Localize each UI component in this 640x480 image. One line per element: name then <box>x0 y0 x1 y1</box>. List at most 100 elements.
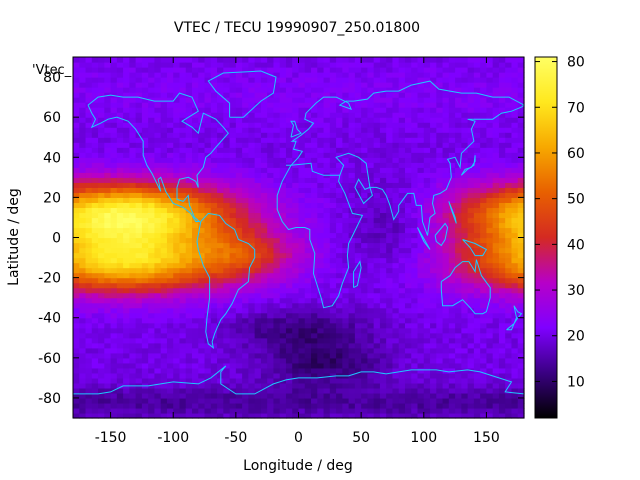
heatmap-cell <box>110 67 118 73</box>
heatmap-cell <box>436 197 444 203</box>
heatmap-cell <box>73 317 80 324</box>
heatmap-cell <box>129 397 137 404</box>
heatmap-cell <box>411 217 419 224</box>
heatmap-cell <box>298 377 306 384</box>
heatmap-cell <box>73 187 80 193</box>
heatmap-cell <box>467 142 475 148</box>
heatmap-cell <box>417 117 425 123</box>
heatmap-cell <box>379 87 387 93</box>
heatmap-cell <box>298 192 306 198</box>
heatmap-cell <box>467 217 475 224</box>
heatmap-cell <box>267 102 275 108</box>
heatmap-cell <box>135 187 143 193</box>
heatmap-cell <box>110 172 118 178</box>
heatmap-cell <box>392 127 400 133</box>
heatmap-cell <box>367 152 375 158</box>
heatmap-cell <box>185 297 193 304</box>
heatmap-cell <box>98 302 105 309</box>
heatmap-cell <box>248 117 256 123</box>
heatmap-cell <box>242 212 249 219</box>
heatmap-cell <box>79 262 87 269</box>
heatmap-cell <box>166 262 174 269</box>
heatmap-cell <box>386 222 394 229</box>
heatmap-cell <box>273 92 281 98</box>
heatmap-cell <box>160 312 168 319</box>
heatmap-cell <box>348 372 356 379</box>
heatmap-cell <box>141 312 149 319</box>
heatmap-cell <box>273 227 281 234</box>
heatmap-cell <box>367 307 375 314</box>
heatmap-cell <box>404 337 412 344</box>
heatmap-cell <box>116 92 124 98</box>
heatmap-cell <box>492 57 500 63</box>
heatmap-cell <box>285 147 293 153</box>
heatmap-cell <box>210 352 218 359</box>
heatmap-cell <box>480 402 488 409</box>
heatmap-cell <box>304 152 312 158</box>
heatmap-cell <box>210 162 218 168</box>
heatmap-cell <box>267 257 275 264</box>
heatmap-cell <box>110 122 118 128</box>
heatmap-cell <box>317 402 325 409</box>
heatmap-cell <box>279 172 287 178</box>
heatmap-cell <box>217 397 224 404</box>
heatmap-cell <box>79 217 87 224</box>
heatmap-cell <box>104 227 112 234</box>
heatmap-cell <box>367 262 375 269</box>
heatmap-cell <box>498 72 506 78</box>
heatmap-cell <box>505 307 513 314</box>
heatmap-cell <box>492 217 500 224</box>
heatmap-cell <box>498 147 506 153</box>
heatmap-cell <box>223 187 231 193</box>
heatmap-cell <box>148 177 156 183</box>
heatmap-cell <box>392 292 400 299</box>
heatmap-cell <box>379 357 387 364</box>
heatmap-cell <box>229 337 237 344</box>
heatmap-cell <box>467 352 475 359</box>
heatmap-cell <box>98 102 105 108</box>
heatmap-cell <box>141 72 149 78</box>
heatmap-cell <box>323 272 331 279</box>
heatmap-cell <box>267 152 275 158</box>
heatmap-cell <box>154 297 162 304</box>
heatmap-cell <box>217 277 224 284</box>
heatmap-cell <box>279 87 287 93</box>
heatmap-cell <box>229 187 237 193</box>
heatmap-cell <box>336 127 343 133</box>
heatmap-cell <box>123 342 130 349</box>
heatmap-cell <box>185 382 193 389</box>
heatmap-cell <box>354 267 362 274</box>
heatmap-cell <box>185 377 193 384</box>
heatmap-cell <box>179 152 187 158</box>
heatmap-cell <box>123 192 130 198</box>
heatmap-cell <box>442 92 450 98</box>
heatmap-cell <box>235 232 243 239</box>
heatmap-cell <box>85 277 93 284</box>
heatmap-cell <box>198 207 206 214</box>
heatmap-cell <box>311 337 318 344</box>
heatmap-cell <box>79 332 87 339</box>
heatmap-cell <box>292 377 300 384</box>
heatmap-cell <box>91 382 99 389</box>
heatmap-cell <box>98 252 105 259</box>
heatmap-cell <box>129 347 137 354</box>
heatmap-cell <box>210 122 218 128</box>
heatmap-cell <box>166 402 174 409</box>
heatmap-cell <box>292 222 300 229</box>
heatmap-cell <box>467 342 475 349</box>
heatmap-cell <box>154 227 162 234</box>
heatmap-cell <box>166 357 174 364</box>
heatmap-cell <box>373 372 381 379</box>
heatmap-cell <box>110 92 118 98</box>
heatmap-cell <box>267 267 275 274</box>
heatmap-cell <box>436 212 444 219</box>
heatmap-cell <box>404 97 412 103</box>
heatmap-cell <box>116 287 124 294</box>
heatmap-cell <box>304 212 312 219</box>
heatmap-cell <box>185 177 193 183</box>
heatmap-cell <box>304 107 312 113</box>
heatmap-cell <box>311 77 318 83</box>
heatmap-cell <box>104 307 112 314</box>
heatmap-cell <box>110 82 118 88</box>
heatmap-cell <box>123 182 130 188</box>
